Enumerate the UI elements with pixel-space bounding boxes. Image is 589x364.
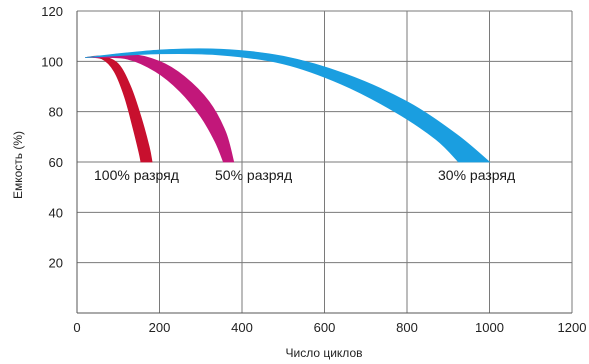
y-tick-label-100: 100 (41, 54, 63, 69)
series-band-2 (93, 53, 235, 163)
x-tick-label-400: 400 (231, 320, 253, 335)
axes (76, 11, 572, 314)
x-tick-label-1200: 1200 (558, 320, 587, 335)
series-labels: 100% разряд 50% разряд 30% разряд (94, 167, 515, 183)
x-tick-label-600: 600 (314, 320, 336, 335)
series-label-2: 50% разряд (215, 167, 292, 183)
x-tick-label-200: 200 (149, 320, 171, 335)
y-tick-label-60: 60 (49, 155, 63, 170)
x-tick-label-1000: 1000 (475, 320, 504, 335)
y-tick-label-40: 40 (49, 205, 63, 220)
x-tick-label-800: 800 (396, 320, 418, 335)
series-label-1: 100% разряд (94, 167, 179, 183)
x-axis-label: Число циклов (286, 346, 363, 360)
y-tick-label-80: 80 (49, 105, 63, 120)
y-tick-label-120: 120 (41, 4, 63, 19)
series-bands (85, 48, 491, 163)
y-tick-label-20: 20 (49, 256, 63, 271)
tick-labels: 0 200 400 600 800 1000 1200 20 40 60 80 100 120 (41, 4, 586, 335)
x-tick-label-0: 0 (73, 320, 80, 335)
series-band-3 (85, 48, 491, 163)
series-label-3: 30% разряд (438, 167, 515, 183)
series-band-1 (85, 55, 153, 163)
y-axis-label: Емкость (%) (11, 131, 25, 199)
